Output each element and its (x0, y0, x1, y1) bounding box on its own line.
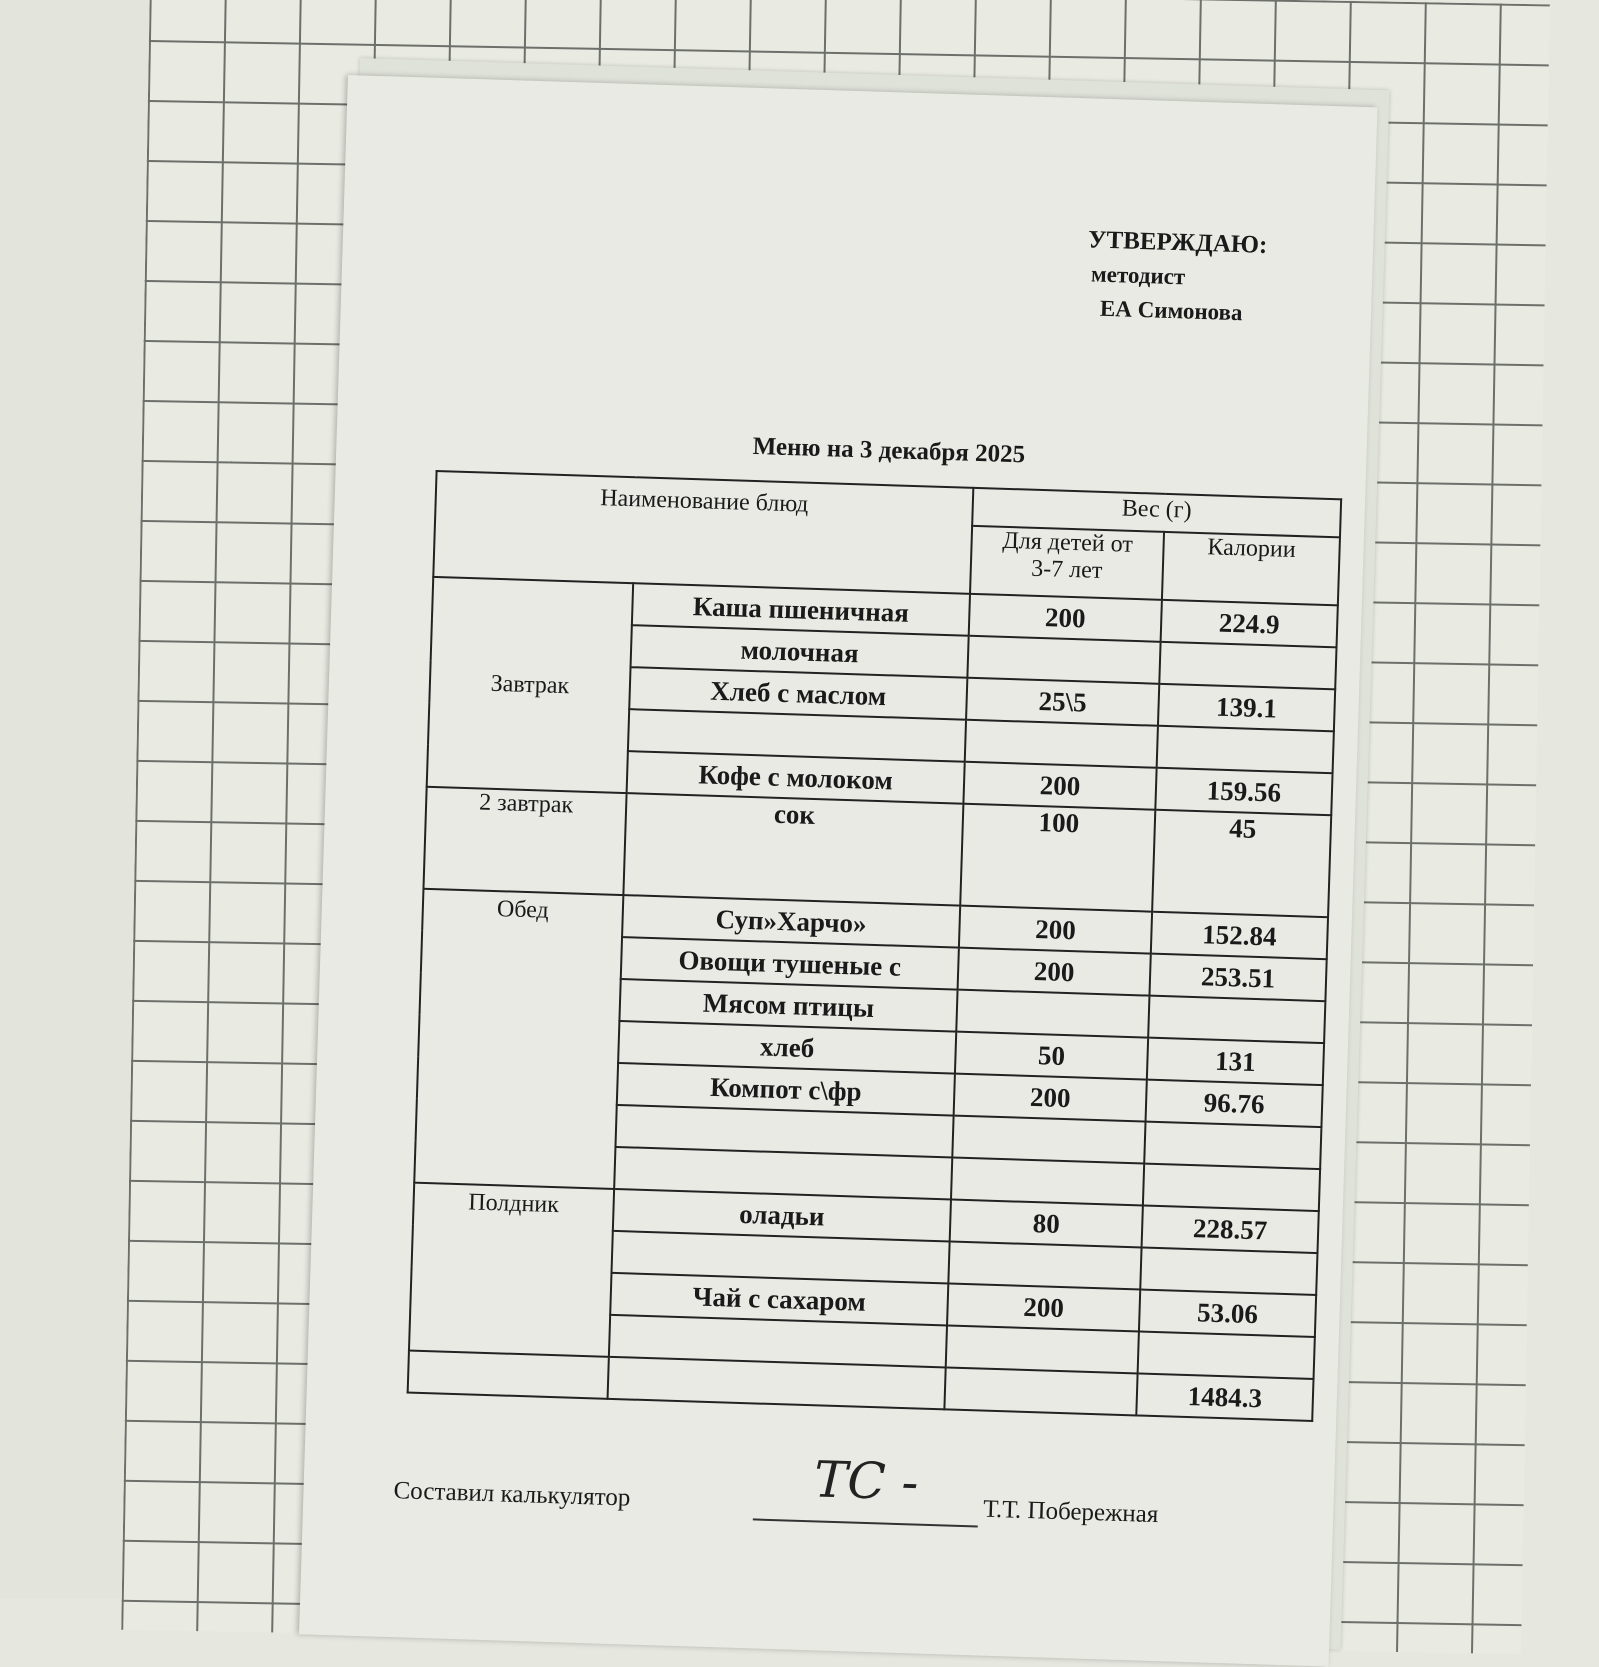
approval-block: УТВЕРЖДАЮ: методист ЕА Симонова (1086, 223, 1268, 331)
meal-second-breakfast: 2 завтрак (423, 786, 627, 896)
calories-cell (1137, 1331, 1315, 1379)
calories-cell: 152.84 (1150, 911, 1329, 960)
weight-cell: 200 (958, 905, 1153, 954)
weight-cell (950, 1157, 1145, 1206)
meal-second-breakfast-label: 2 завтрак (478, 789, 574, 819)
weight-cell: 200 (953, 1073, 1147, 1122)
calories-cell (1144, 1121, 1322, 1170)
signature-line (752, 1518, 978, 1528)
weight-cell (956, 989, 1150, 1038)
compiled-by-label: Составил калькулятор (393, 1477, 631, 1512)
calories-cell: 139.1 (1157, 683, 1336, 732)
weight-cell: 200 (968, 593, 1162, 642)
calories-cell: 45 (1152, 809, 1332, 918)
footer: Составил калькулятор ТС - Т.Т. Побережна… (393, 1450, 1294, 1528)
weight-cell: 100 (960, 803, 1156, 912)
weight-cell (952, 1115, 1146, 1164)
header-dish: Наименование блюд (433, 470, 974, 594)
calories-cell: 224.9 (1160, 599, 1338, 648)
handwritten-signature: ТС - (813, 1450, 920, 1512)
weight-cell (967, 635, 1161, 684)
header-calories: Калории (1161, 531, 1340, 606)
empty-cell (407, 1350, 609, 1399)
weight-cell (945, 1325, 1139, 1374)
weight-cell (964, 719, 1158, 768)
calories-cell (1156, 725, 1334, 774)
calories-cell: 53.06 (1138, 1289, 1317, 1337)
calories-cell: 228.57 (1141, 1205, 1319, 1254)
weight-cell: 80 (949, 1199, 1143, 1248)
empty-cell (944, 1367, 1138, 1416)
approval-position: методист (1090, 261, 1186, 290)
weight-cell: 200 (963, 761, 1157, 810)
approval-name: ЕА Симонова (1099, 295, 1243, 326)
calories-cell: 253.51 (1149, 953, 1327, 1002)
weight-cell: 200 (957, 947, 1151, 996)
menu-table: Наименование блюд Вес (г) Для детей от 3… (407, 470, 1343, 1422)
page-title: Меню на 3 декабря 2025 (752, 432, 1026, 469)
weight-cell: 25\5 (966, 677, 1160, 726)
calories-cell (1159, 641, 1337, 690)
dish-cell: сок (623, 793, 964, 906)
meal-snack: Полдник (408, 1182, 615, 1357)
calories-cell (1142, 1163, 1321, 1212)
calories-cell (1148, 995, 1326, 1044)
calories-cell: 131 (1146, 1037, 1325, 1086)
weight-cell: 50 (954, 1031, 1149, 1080)
weight-cell: 200 (947, 1283, 1141, 1332)
approval-heading: УТВЕРЖДАЮ: (1087, 226, 1268, 259)
calories-cell: 96.76 (1145, 1079, 1323, 1128)
meal-breakfast: Завтрак (426, 576, 634, 794)
compiler-name: Т.Т. Побережная (982, 1495, 1159, 1529)
meal-lunch: Обед (414, 888, 624, 1189)
total-calories: 1484.3 (1136, 1373, 1314, 1421)
menu-document: УТВЕРЖДАЮ: методист ЕА Симонова Меню на … (298, 75, 1378, 1667)
calories-cell (1140, 1247, 1318, 1296)
calories-cell: 159.56 (1155, 767, 1333, 816)
weight-cell (948, 1241, 1142, 1290)
header-kids: Для детей от 3-7 лет (970, 525, 1165, 600)
